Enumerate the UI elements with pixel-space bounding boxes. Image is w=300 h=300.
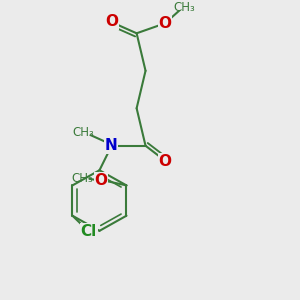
Text: O: O [158, 16, 171, 31]
Text: O: O [105, 14, 118, 29]
Text: CH₃: CH₃ [173, 1, 195, 14]
Text: Cl: Cl [81, 224, 97, 239]
Text: CH₃: CH₃ [72, 126, 94, 139]
Text: O: O [158, 154, 171, 169]
Text: N: N [105, 138, 118, 153]
Text: O: O [95, 173, 108, 188]
Text: CH₃: CH₃ [71, 172, 93, 185]
